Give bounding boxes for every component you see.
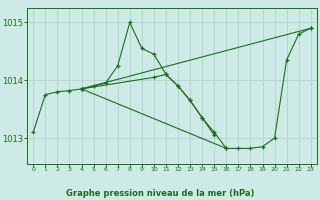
Text: Graphe pression niveau de la mer (hPa): Graphe pression niveau de la mer (hPa) [66,189,254,198]
